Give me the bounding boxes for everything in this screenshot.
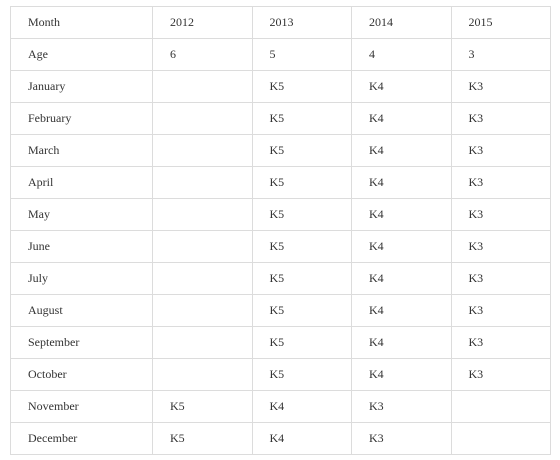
table-cell-month: February (10, 102, 153, 135)
header-cell-2013: 2013 (251, 6, 352, 39)
table-cell-2015 (450, 422, 551, 455)
table-cell-2015: K3 (450, 230, 551, 263)
table-cell-2012 (152, 70, 253, 103)
table-cell-2012 (152, 262, 253, 295)
table-cell-month: May (10, 198, 153, 231)
table-cell-2012: 6 (152, 38, 253, 71)
table-row: November K5 K4 K3 (10, 390, 551, 423)
schedule-table-body: Month 2012 2013 2014 2015 Age 6 5 4 3 January… (10, 6, 551, 455)
table-cell-2014: K4 (351, 294, 452, 327)
table-cell-2015: K3 (450, 166, 551, 199)
table-cell-month: Age (10, 38, 153, 71)
table-cell-2015: K3 (450, 358, 551, 391)
table-cell-2015: K3 (450, 102, 551, 135)
table-cell-2014: K4 (351, 70, 452, 103)
table-cell-2013: K5 (251, 102, 352, 135)
table-cell-month: July (10, 262, 153, 295)
table-cell-2012: K5 (152, 390, 253, 423)
table-cell-2014: K4 (351, 166, 452, 199)
header-cell-2014: 2014 (351, 6, 452, 39)
table-cell-2015: K3 (450, 294, 551, 327)
header-cell-2012: 2012 (152, 6, 253, 39)
table-cell-2014: K4 (351, 230, 452, 263)
table-cell-2015: K3 (450, 198, 551, 231)
table-cell-2012 (152, 102, 253, 135)
table-cell-month: January (10, 70, 153, 103)
table-row: March K5 K4 K3 (10, 134, 551, 167)
table-cell-2014: K4 (351, 198, 452, 231)
table-cell-month: March (10, 134, 153, 167)
table-cell-2015: K3 (450, 326, 551, 359)
table-row: December K5 K4 K3 (10, 422, 551, 455)
table-cell-month: December (10, 422, 153, 455)
table-cell-2013: K5 (251, 358, 352, 391)
table-cell-2013: K5 (251, 134, 352, 167)
table-cell-2013: K5 (251, 326, 352, 359)
table-cell-2012 (152, 166, 253, 199)
table-row: May K5 K4 K3 (10, 198, 551, 231)
table-cell-2015 (450, 390, 551, 423)
table-cell-2014: K4 (351, 358, 452, 391)
table-row: August K5 K4 K3 (10, 294, 551, 327)
table-cell-2012 (152, 326, 253, 359)
table-cell-month: June (10, 230, 153, 263)
table-cell-2012 (152, 294, 253, 327)
header-row: Month 2012 2013 2014 2015 (10, 6, 551, 39)
table-cell-month: September (10, 326, 153, 359)
table-cell-2013: K5 (251, 262, 352, 295)
table-cell-2014: K4 (351, 262, 452, 295)
header-cell-month: Month (10, 6, 153, 39)
table-cell-2013: 5 (251, 38, 352, 71)
table-cell-2013: K5 (251, 294, 352, 327)
table-cell-2012 (152, 134, 253, 167)
table-cell-2013: K5 (251, 70, 352, 103)
table-row: February K5 K4 K3 (10, 102, 551, 135)
table-cell-month: October (10, 358, 153, 391)
table-cell-2014: K3 (351, 422, 452, 455)
table-cell-2013: K5 (251, 230, 352, 263)
table-row: July K5 K4 K3 (10, 262, 551, 295)
table-row: April K5 K4 K3 (10, 166, 551, 199)
table-cell-2014: K3 (351, 390, 452, 423)
table-cell-2014: K4 (351, 102, 452, 135)
table-cell-month: April (10, 166, 153, 199)
table-cell-2015: K3 (450, 70, 551, 103)
table-cell-2015: K3 (450, 134, 551, 167)
schedule-table: Month 2012 2013 2014 2015 Age 6 5 4 3 January… (10, 6, 551, 455)
header-cell-2015: 2015 (450, 6, 551, 39)
table-cell-2013: K4 (251, 390, 352, 423)
table-cell-2014: K4 (351, 326, 452, 359)
table-cell-2012 (152, 230, 253, 263)
table-cell-2012 (152, 198, 253, 231)
table-cell-2012 (152, 358, 253, 391)
table-cell-2014: K4 (351, 134, 452, 167)
table-row: October K5 K4 K3 (10, 358, 551, 391)
table-row: Age 6 5 4 3 (10, 38, 551, 71)
table-cell-2013: K5 (251, 166, 352, 199)
table-cell-month: November (10, 390, 153, 423)
table-cell-2013: K5 (251, 198, 352, 231)
table-cell-2013: K4 (251, 422, 352, 455)
table-cell-2015: 3 (450, 38, 551, 71)
table-cell-2015: K3 (450, 262, 551, 295)
table-cell-month: August (10, 294, 153, 327)
table-row: September K5 K4 K3 (10, 326, 551, 359)
table-cell-2012: K5 (152, 422, 253, 455)
table-cell-2014: 4 (351, 38, 452, 71)
table-row: June K5 K4 K3 (10, 230, 551, 263)
table-row: January K5 K4 K3 (10, 70, 551, 103)
